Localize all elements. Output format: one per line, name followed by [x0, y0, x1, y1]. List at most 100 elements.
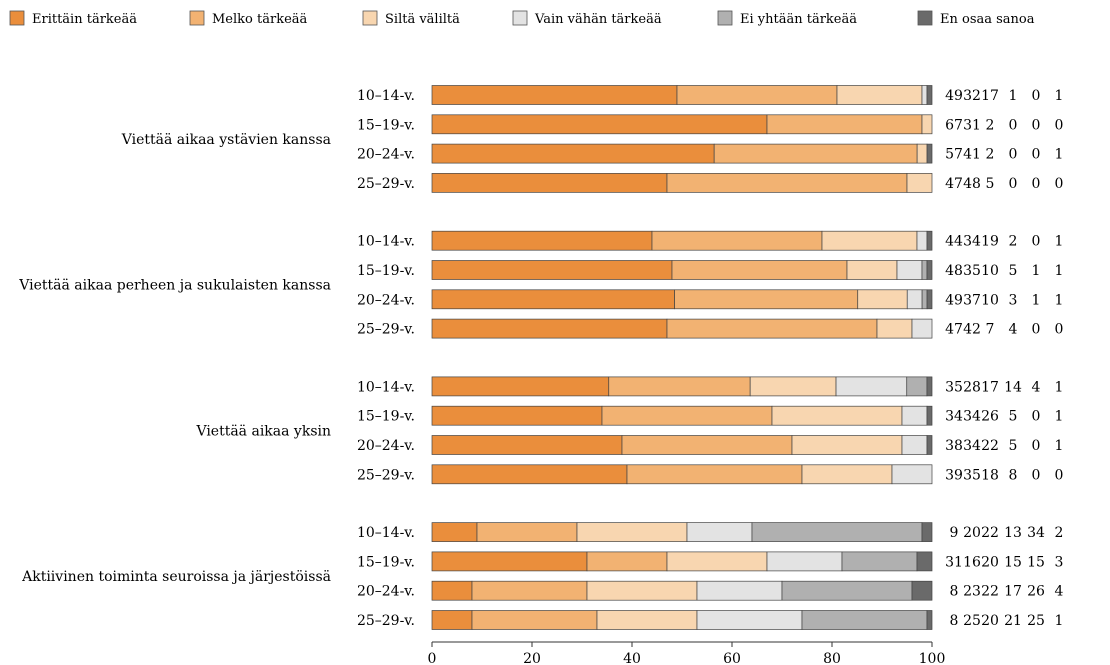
- value-label: 0: [1055, 117, 1064, 133]
- bar-row: 20–24-v. 38 34 22 5 0 1: [357, 435, 1063, 455]
- value-label: 0: [1009, 147, 1018, 163]
- legend-swatch: [512, 10, 528, 26]
- value-label: 3: [1009, 292, 1018, 308]
- value-label: 17: [981, 88, 999, 104]
- value-label: 0: [1055, 322, 1064, 338]
- legend-item: En osaa sanoa: [917, 10, 1035, 27]
- bar-segment: [906, 376, 928, 397]
- bar-segment: [926, 435, 933, 455]
- bar-segment: [596, 610, 698, 630]
- bar-row: 10–14-v. 35 28 17 14 4 1: [357, 376, 1064, 397]
- bar-segment: [921, 114, 933, 135]
- bar-segment: [836, 85, 923, 105]
- bar-segment: [431, 114, 768, 135]
- bar-segment: [586, 551, 668, 572]
- legend-label: Vain vähän tärkeää: [534, 12, 662, 27]
- group-label: Viettää aikaa perheen ja sukulaisten kan…: [18, 278, 331, 294]
- bar-group: Aktiivinen toiminta seuroissa ja järjest…: [21, 522, 1064, 630]
- value-label: 34: [963, 234, 981, 250]
- bar-segment: [906, 289, 923, 310]
- value-label: 0: [1032, 322, 1041, 338]
- value-label: 39: [945, 467, 963, 483]
- value-label: 22: [981, 584, 999, 600]
- bar-row: 10–14-v. 44 34 19 2 0 1: [357, 230, 1063, 251]
- value-label: 0: [1009, 117, 1018, 133]
- bar-segment: [841, 551, 918, 572]
- value-label: 34: [945, 409, 963, 425]
- value-label: 8: [950, 584, 959, 600]
- value-label: 21: [1004, 613, 1022, 629]
- bar-segment: [916, 143, 928, 164]
- age-label: 15–19-v.: [357, 117, 415, 133]
- value-label: 35: [945, 379, 963, 395]
- bar-segment: [926, 405, 933, 426]
- bar-segment: [876, 318, 913, 339]
- value-label: 1: [1032, 263, 1041, 279]
- bar-segment: [921, 85, 928, 105]
- bar-segment: [471, 580, 588, 601]
- bar-segment: [431, 85, 678, 105]
- legend-swatch: [189, 10, 205, 26]
- bar-segment: [891, 464, 933, 485]
- bar-segment: [801, 464, 893, 485]
- bar-segment: [921, 522, 933, 542]
- value-label: 49: [945, 292, 963, 308]
- bar-row: 20–24-v. 49 37 10 3 1 1: [357, 289, 1063, 310]
- bar-row: 20–24-v. 57 41 2 0 0 1: [357, 143, 1063, 164]
- value-label: 57: [945, 147, 963, 163]
- x-tick-label: 40: [623, 651, 641, 665]
- bar-segment: [431, 610, 473, 630]
- age-label: 25–29-v.: [357, 467, 415, 483]
- bar-row: 25–29-v. 47 42 7 4 0 0: [357, 318, 1064, 339]
- value-label: 5: [986, 176, 995, 192]
- value-label: 32: [963, 88, 981, 104]
- bar-row: 25–29-v. 8 25 20 21 25 1: [357, 610, 1063, 630]
- bar-segment: [791, 435, 903, 455]
- value-label: 2: [986, 117, 995, 133]
- value-label: 0: [1055, 467, 1064, 483]
- bar-segment: [926, 230, 933, 251]
- value-label: 35: [963, 263, 981, 279]
- bar-segment: [431, 435, 623, 455]
- value-label: 16: [963, 554, 981, 570]
- value-label: 28: [963, 379, 981, 395]
- value-label: 0: [1032, 467, 1041, 483]
- bar-segment: [651, 230, 823, 251]
- bar-segment: [586, 580, 698, 601]
- age-label: 20–24-v.: [357, 292, 415, 308]
- bar-segment: [431, 173, 668, 193]
- value-label: 1: [1055, 379, 1064, 395]
- legend-item: Melko tärkeää: [189, 10, 308, 27]
- value-label: 8: [1009, 467, 1018, 483]
- bar-segment: [471, 610, 598, 630]
- value-label: 48: [963, 176, 981, 192]
- age-label: 20–24-v.: [357, 438, 415, 454]
- bar-segment: [476, 522, 578, 542]
- value-label: 14: [1004, 379, 1022, 395]
- value-label: 17: [981, 379, 999, 395]
- value-label: 5: [1009, 409, 1018, 425]
- value-label: 22: [981, 438, 999, 454]
- bar-segment: [671, 260, 848, 280]
- value-label: 8: [950, 613, 959, 629]
- bar-segment: [601, 405, 773, 426]
- value-label: 41: [963, 147, 981, 163]
- value-label: 0: [1032, 409, 1041, 425]
- x-tick-label: 100: [919, 651, 946, 665]
- value-label: 17: [1004, 584, 1022, 600]
- value-label: 2: [1055, 525, 1064, 541]
- age-label: 10–14-v.: [357, 88, 415, 104]
- value-label: 0: [1009, 176, 1018, 192]
- legend-item: Erittäin tärkeää: [9, 10, 137, 27]
- value-label: 1: [1055, 263, 1064, 279]
- bar-segment: [626, 464, 803, 485]
- value-label: 1: [1032, 292, 1041, 308]
- bar-segment: [666, 318, 878, 339]
- value-label: 10: [981, 263, 999, 279]
- group-label: Viettää aikaa yksin: [195, 423, 331, 439]
- bar-segment: [431, 289, 675, 310]
- value-label: 44: [945, 234, 963, 250]
- value-label: 47: [945, 176, 963, 192]
- bar-segment: [846, 260, 898, 280]
